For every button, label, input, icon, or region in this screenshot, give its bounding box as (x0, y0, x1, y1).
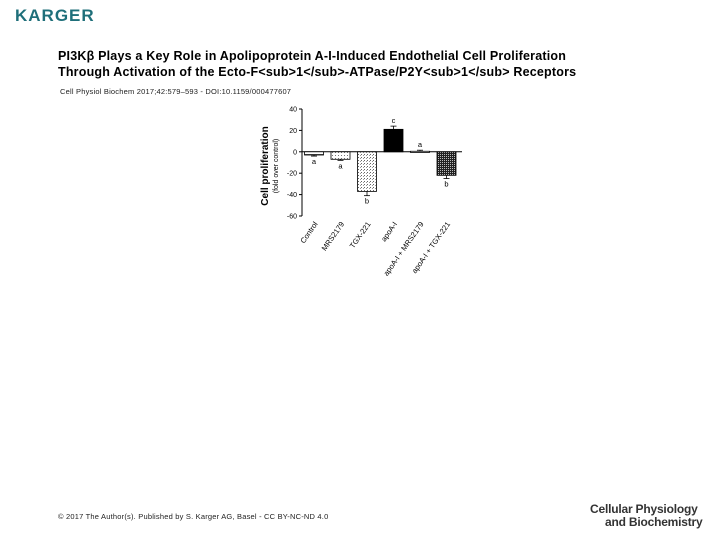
bar (410, 150, 430, 153)
significance-label: b (365, 197, 369, 206)
significance-label: a (418, 140, 423, 149)
y-tick-label: -60 (287, 214, 297, 221)
x-tick-label: TGX-221 (348, 220, 373, 250)
y-tick-label: -40 (287, 192, 297, 199)
figure-title-line-2: Through Activation of the Ecto-F<sub>1</… (58, 65, 577, 79)
significance-label: a (312, 157, 317, 166)
bar (383, 128, 404, 153)
bar-chart: Cell proliferation (fold over control) 4… (260, 107, 462, 278)
x-tick-label: Control (298, 220, 319, 245)
y-axis-sublabel: (fold over control) (273, 139, 280, 193)
karger-logo: KARGER (15, 6, 95, 25)
bar (304, 151, 324, 156)
y-tick-label: 40 (289, 107, 297, 114)
y-tick-label: -20 (287, 171, 297, 178)
copyright-footer: © 2017 The Author(s). Published by S. Ka… (58, 512, 329, 521)
significance-label: a (338, 161, 343, 170)
citation: Cell Physiol Biochem 2017;42:579–593 - D… (60, 87, 292, 96)
bar (330, 151, 351, 160)
figure-title-line-1: PI3Kβ Plays a Key Role in Apolipoprotein… (58, 49, 567, 63)
y-tick-label: 20 (289, 128, 297, 135)
error-bars (311, 125, 450, 197)
figure-title: PI3Kβ Plays a Key Role in Apolipoprotein… (58, 48, 698, 80)
bars (304, 128, 457, 192)
y-axis: 40 20 0 -20 -40 -60 (287, 107, 462, 221)
x-tick-label: apoA-I (379, 220, 399, 243)
significance-labels: a a b c a b (312, 116, 449, 206)
significance-label: c (392, 116, 396, 125)
journal-name-line-1: Cellular Physiology (590, 502, 698, 516)
y-tick-label: 0 (293, 149, 297, 156)
x-tick-label: MRS2179 (320, 220, 347, 252)
y-axis-label: Cell proliferation (260, 126, 271, 205)
journal-logo: Cellular Physiology and Biochemistry (590, 503, 703, 529)
bar (436, 151, 457, 176)
significance-label: b (444, 180, 448, 189)
bar (357, 151, 377, 192)
journal-name-line-2: and Biochemistry (605, 515, 703, 529)
